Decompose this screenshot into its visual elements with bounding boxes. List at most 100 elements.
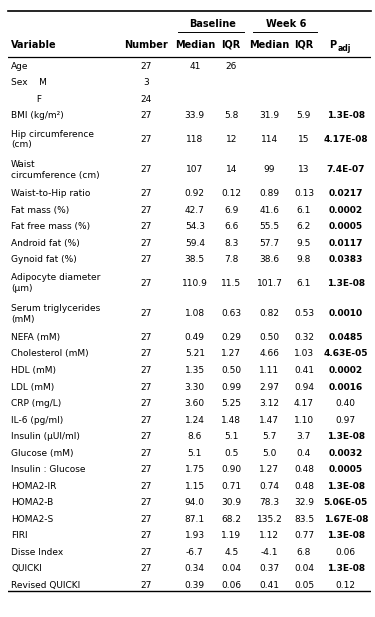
Text: 1.3E-08: 1.3E-08 — [327, 279, 365, 288]
Text: 3.12: 3.12 — [260, 399, 279, 408]
Text: 101.7: 101.7 — [256, 279, 282, 288]
Text: Glucose (mM): Glucose (mM) — [11, 449, 74, 458]
Text: Week 6: Week 6 — [267, 19, 307, 30]
Text: HOMA2-S: HOMA2-S — [11, 515, 53, 524]
Text: 27: 27 — [140, 416, 152, 424]
Text: 0.50: 0.50 — [260, 333, 279, 342]
Text: 0.0005: 0.0005 — [329, 222, 363, 231]
Text: 3.60: 3.60 — [185, 399, 205, 408]
Text: 59.4: 59.4 — [185, 239, 205, 247]
Text: 27: 27 — [140, 333, 152, 342]
Text: 26: 26 — [225, 62, 237, 71]
Text: Variable: Variable — [11, 40, 57, 50]
Text: FIRI: FIRI — [11, 531, 28, 540]
Text: 1.11: 1.11 — [260, 366, 279, 375]
Text: 27: 27 — [140, 239, 152, 247]
Text: 27: 27 — [140, 465, 152, 474]
Text: 118: 118 — [186, 135, 204, 144]
Text: NEFA (mM): NEFA (mM) — [11, 333, 60, 342]
Text: 30.9: 30.9 — [221, 499, 241, 507]
Text: 15: 15 — [298, 135, 310, 144]
Text: 14: 14 — [225, 165, 237, 175]
Text: 0.04: 0.04 — [221, 565, 241, 573]
Text: Gynoid fat (%): Gynoid fat (%) — [11, 255, 77, 264]
Text: 0.94: 0.94 — [294, 383, 314, 392]
Text: Android fat (%): Android fat (%) — [11, 239, 80, 247]
Text: 0.41: 0.41 — [260, 581, 279, 590]
Text: 0.0117: 0.0117 — [328, 239, 363, 247]
Text: 4.17: 4.17 — [294, 399, 314, 408]
Text: 94.0: 94.0 — [185, 499, 205, 507]
Text: Cholesterol (mM): Cholesterol (mM) — [11, 349, 89, 358]
Text: CRP (mg/L): CRP (mg/L) — [11, 399, 62, 408]
Text: 4.63E-05: 4.63E-05 — [324, 349, 368, 358]
Text: 1.10: 1.10 — [294, 416, 314, 424]
Text: 1.03: 1.03 — [294, 349, 314, 358]
Text: 0.0485: 0.0485 — [328, 333, 363, 342]
Text: 1.12: 1.12 — [260, 531, 279, 540]
Text: 0.13: 0.13 — [294, 189, 314, 198]
Text: 0.41: 0.41 — [294, 366, 314, 375]
Text: 27: 27 — [140, 432, 152, 441]
Text: 27: 27 — [140, 279, 152, 288]
Text: Insulin : Glucose: Insulin : Glucose — [11, 465, 86, 474]
Text: 5.9: 5.9 — [297, 111, 311, 120]
Text: 27: 27 — [140, 165, 152, 175]
Text: 27: 27 — [140, 255, 152, 264]
Text: 1.3E-08: 1.3E-08 — [327, 111, 365, 120]
Text: 42.7: 42.7 — [185, 205, 205, 215]
Text: 24: 24 — [140, 95, 152, 104]
Text: 1.93: 1.93 — [185, 531, 205, 540]
Text: 0.77: 0.77 — [294, 531, 314, 540]
Text: Revised QUICKI: Revised QUICKI — [11, 581, 80, 590]
Text: 11.5: 11.5 — [221, 279, 241, 288]
Text: Baseline: Baseline — [190, 19, 237, 30]
Text: 1.67E-08: 1.67E-08 — [324, 515, 368, 524]
Text: 1.3E-08: 1.3E-08 — [327, 432, 365, 441]
Text: 41: 41 — [189, 62, 201, 71]
Text: 3: 3 — [143, 78, 148, 87]
Text: 2.97: 2.97 — [260, 383, 279, 392]
Text: 1.3E-08: 1.3E-08 — [327, 531, 365, 540]
Text: 0.49: 0.49 — [185, 333, 205, 342]
Text: 78.3: 78.3 — [260, 499, 279, 507]
Text: 0.0016: 0.0016 — [328, 383, 363, 392]
Text: 0.39: 0.39 — [185, 581, 205, 590]
Text: 0.48: 0.48 — [294, 482, 314, 491]
Text: 27: 27 — [140, 383, 152, 392]
Text: 12: 12 — [225, 135, 237, 144]
Text: Median: Median — [249, 40, 290, 50]
Text: 6.8: 6.8 — [297, 548, 311, 557]
Text: Waist
circumference (cm): Waist circumference (cm) — [11, 160, 100, 180]
Text: 57.7: 57.7 — [260, 239, 279, 247]
Text: 0.0010: 0.0010 — [329, 309, 363, 318]
Text: 114: 114 — [261, 135, 278, 144]
Text: 0.12: 0.12 — [336, 581, 356, 590]
Text: 13: 13 — [298, 165, 310, 175]
Text: 83.5: 83.5 — [294, 515, 314, 524]
Text: 27: 27 — [140, 548, 152, 557]
Text: 1.75: 1.75 — [185, 465, 205, 474]
Text: 27: 27 — [140, 499, 152, 507]
Text: 3.30: 3.30 — [185, 383, 205, 392]
Text: 31.9: 31.9 — [260, 111, 279, 120]
Text: 7.8: 7.8 — [224, 255, 238, 264]
Text: IQR: IQR — [222, 40, 241, 50]
Text: 6.9: 6.9 — [224, 205, 238, 215]
Text: Number: Number — [124, 40, 168, 50]
Text: 27: 27 — [140, 565, 152, 573]
Text: 8.6: 8.6 — [188, 432, 202, 441]
Text: 54.3: 54.3 — [185, 222, 205, 231]
Text: F: F — [11, 95, 42, 104]
Text: 41.6: 41.6 — [260, 205, 279, 215]
Text: 6.6: 6.6 — [224, 222, 238, 231]
Text: 27: 27 — [140, 205, 152, 215]
Text: 110.9: 110.9 — [182, 279, 208, 288]
Text: 27: 27 — [140, 222, 152, 231]
Text: 0.0032: 0.0032 — [328, 449, 363, 458]
Text: 1.27: 1.27 — [221, 349, 241, 358]
Text: BMI (kg/m²): BMI (kg/m²) — [11, 111, 64, 120]
Text: 5.1: 5.1 — [188, 449, 202, 458]
Text: HOMA2-IR: HOMA2-IR — [11, 482, 57, 491]
Text: Adipocyte diameter
(μm): Adipocyte diameter (μm) — [11, 273, 100, 293]
